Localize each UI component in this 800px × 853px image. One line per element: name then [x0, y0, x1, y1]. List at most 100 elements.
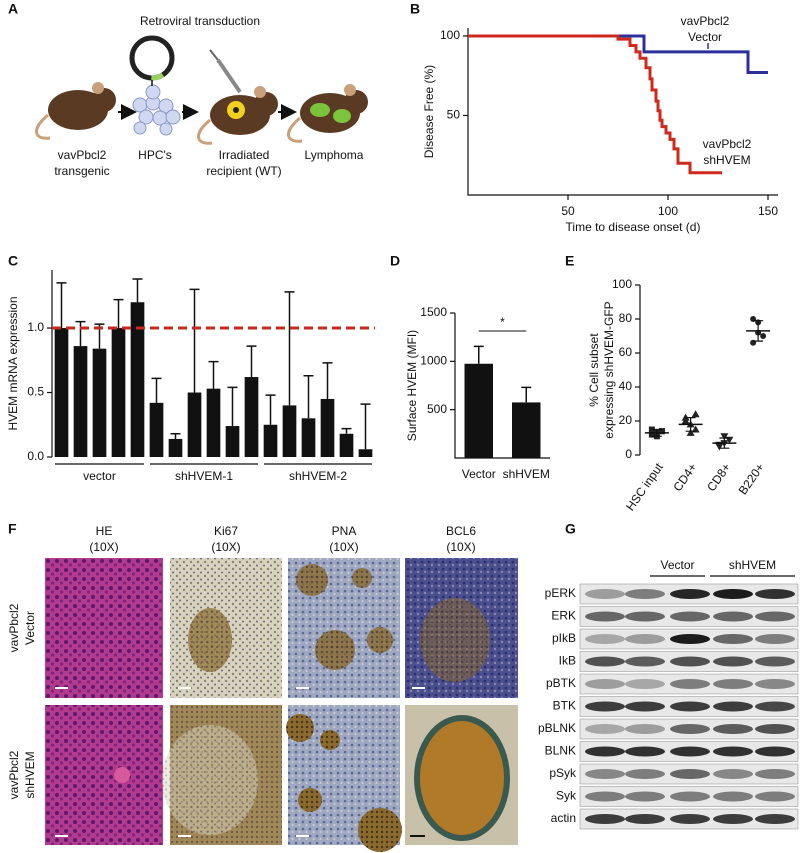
- y-axis-label: HVEM mRNA expression: [6, 296, 20, 430]
- blot-band: [585, 656, 625, 667]
- band-label: actin: [551, 811, 576, 825]
- error-bar: [56, 282, 67, 329]
- y-tick-label: 20: [619, 413, 633, 427]
- blot-band: [670, 791, 710, 802]
- legend-label: Vector: [688, 30, 722, 44]
- band-label: pIkB: [552, 631, 576, 645]
- error-bar: [265, 394, 276, 425]
- y-tick-label: 500: [427, 402, 447, 416]
- error-bar: [521, 386, 532, 403]
- blot-band: [755, 791, 795, 802]
- blot-band: [625, 701, 665, 712]
- blot-band: [670, 634, 710, 644]
- histology-images: [45, 558, 518, 852]
- blot-band: [625, 589, 665, 599]
- bar: [339, 433, 354, 457]
- blot-band: [713, 679, 753, 689]
- point: [658, 428, 665, 435]
- band-label: pBTK: [546, 676, 576, 690]
- band-label: ERK: [551, 609, 576, 623]
- bar: [225, 426, 240, 457]
- stain-label: (10X): [446, 540, 475, 554]
- panel-label: F: [8, 521, 17, 537]
- blot-band: [625, 679, 665, 689]
- blot-band: [755, 814, 795, 824]
- band-label: Syk: [556, 789, 577, 803]
- y-axis-label: Disease Free (%): [422, 65, 436, 158]
- row-label: Vector: [23, 611, 37, 645]
- bar: [149, 402, 164, 457]
- bar: [464, 363, 493, 458]
- blot-band: [585, 746, 625, 757]
- blot-band: [713, 746, 753, 757]
- survival-line: [468, 34, 768, 75]
- blot-band: [585, 814, 625, 824]
- point: [760, 333, 767, 339]
- x-tick-label: CD4+: [670, 461, 699, 494]
- y-tick-label: 100: [440, 28, 460, 42]
- blot-band: [625, 611, 665, 622]
- blot-band: [755, 701, 795, 712]
- blot-band: [670, 656, 710, 667]
- blot-band: [755, 611, 795, 622]
- blot-band: [670, 701, 710, 712]
- schematic-title: Retroviral transduction: [140, 14, 260, 28]
- legend-label: vavPbcl2: [681, 14, 730, 28]
- blot-band: [670, 679, 710, 689]
- y-tick-label: 1000: [420, 354, 447, 368]
- step-label: Lymphoma: [305, 148, 364, 162]
- blot-band: [670, 611, 710, 622]
- point: [691, 410, 700, 418]
- point: [720, 433, 729, 441]
- point: [681, 417, 690, 424]
- blot-band: [585, 791, 625, 802]
- group-label: shHVEM-2: [289, 469, 347, 483]
- step-label: transgenic: [54, 164, 109, 178]
- blot-band: [713, 724, 753, 734]
- group-label: shHVEM: [729, 558, 776, 572]
- significance-mark: *: [500, 315, 505, 329]
- x-tick-label: B220+: [736, 461, 768, 498]
- band-label: IkB: [559, 654, 576, 668]
- band-label: pSyk: [549, 766, 577, 780]
- bar: [168, 438, 183, 457]
- blot-band: [755, 679, 795, 689]
- error-bar: [473, 345, 484, 364]
- stain-label: PNA: [332, 524, 357, 538]
- x-tick-label: 50: [561, 204, 575, 218]
- error-bar: [113, 298, 124, 329]
- blot-band: [585, 769, 625, 779]
- blot-band: [625, 634, 665, 644]
- blot-band: [713, 656, 753, 667]
- blot-band: [670, 589, 710, 599]
- blot-band: [670, 724, 710, 734]
- blot-band: [625, 814, 665, 824]
- schematic-art: [35, 35, 368, 145]
- legend-label: shHVEM: [703, 153, 750, 167]
- x-tick-label: HSC input: [623, 460, 666, 513]
- survival-line: [468, 34, 722, 175]
- band-label: pERK: [545, 586, 576, 600]
- bar: [263, 424, 278, 457]
- error-bar: [170, 433, 181, 439]
- blot-band: [755, 634, 795, 644]
- stain-label: BCL6: [446, 524, 476, 538]
- panel-label: C: [8, 253, 18, 269]
- blot-band: [625, 769, 665, 779]
- error-bar: [227, 386, 238, 427]
- stain-label: HE: [96, 524, 113, 538]
- step-label: vavPbcl2: [58, 148, 107, 162]
- blot-band: [625, 791, 665, 802]
- y-tick-label: 1500: [420, 305, 447, 319]
- bar: [301, 418, 316, 457]
- error-bar: [75, 320, 86, 347]
- error-bar: [246, 345, 257, 378]
- point: [648, 431, 655, 438]
- point: [686, 428, 695, 436]
- blot-band: [585, 611, 625, 622]
- blot-band: [755, 656, 795, 667]
- bar: [358, 449, 373, 457]
- bar: [282, 405, 297, 457]
- y-tick-label: 40: [619, 379, 633, 393]
